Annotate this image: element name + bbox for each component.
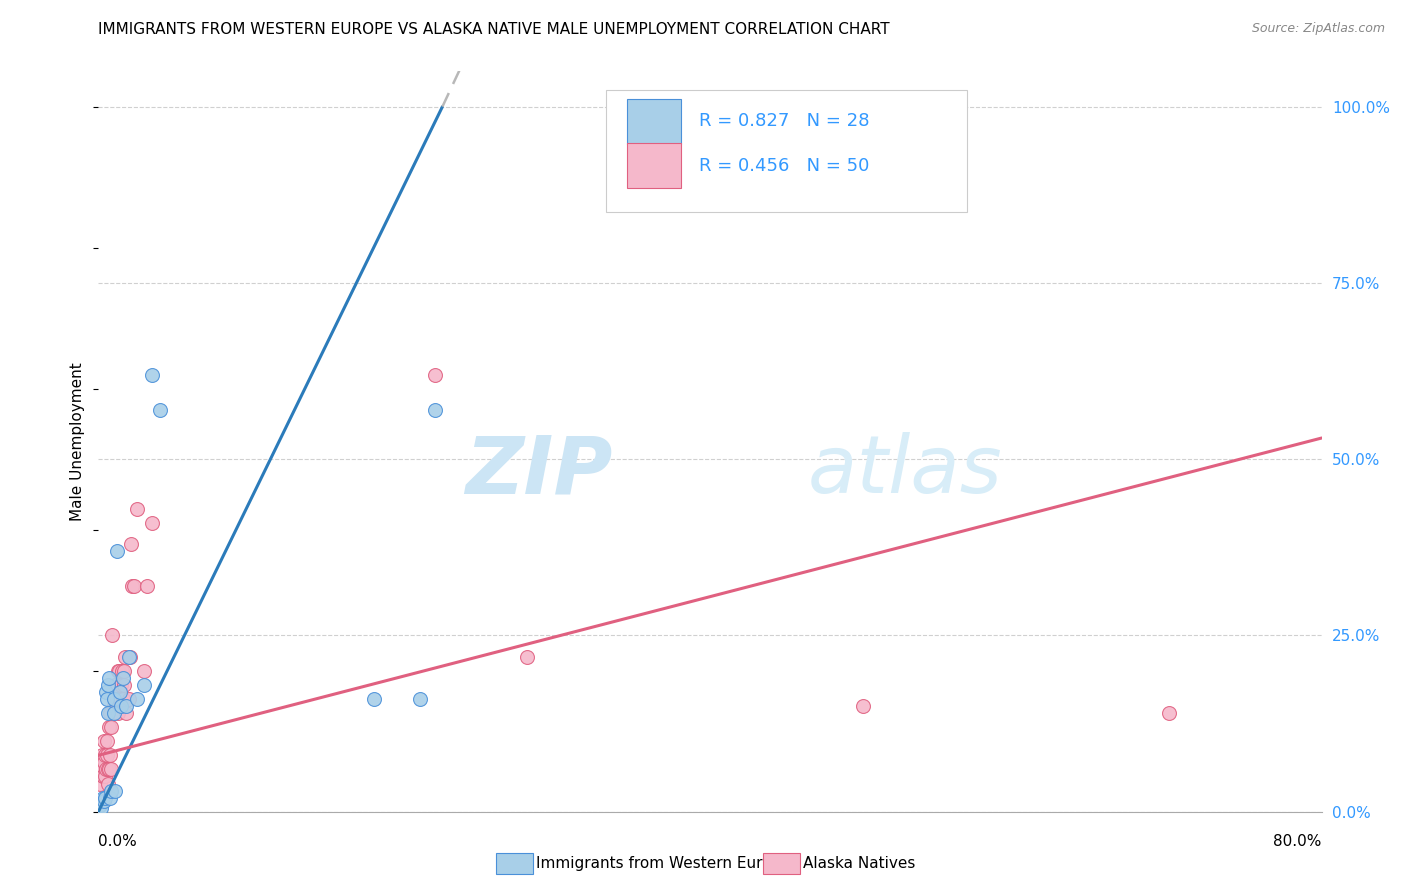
Point	[93, 769, 115, 783]
Point	[1157, 706, 1180, 720]
Point	[97, 776, 120, 790]
Point	[118, 649, 141, 664]
Point	[115, 698, 138, 713]
Point	[423, 402, 446, 417]
Point	[112, 664, 135, 678]
Point	[97, 763, 120, 777]
Point	[96, 692, 118, 706]
Point	[125, 692, 148, 706]
FancyBboxPatch shape	[627, 144, 681, 188]
Point	[122, 579, 145, 593]
Point	[120, 537, 142, 551]
Point	[91, 790, 114, 805]
Point	[111, 692, 134, 706]
Point	[852, 698, 875, 713]
Point	[96, 748, 118, 763]
Point	[134, 664, 156, 678]
Point	[94, 763, 117, 777]
Point	[141, 368, 163, 382]
Point	[125, 501, 148, 516]
Point	[90, 801, 112, 815]
Point	[100, 720, 122, 734]
Point	[89, 776, 111, 790]
Point	[108, 664, 131, 678]
Text: Alaska Natives: Alaska Natives	[803, 856, 915, 871]
Point	[98, 671, 121, 685]
Point	[98, 748, 121, 763]
Point	[136, 579, 159, 593]
Point	[98, 706, 121, 720]
FancyBboxPatch shape	[627, 99, 681, 144]
FancyBboxPatch shape	[606, 90, 967, 212]
Point	[97, 678, 120, 692]
Point	[110, 698, 132, 713]
Point	[103, 706, 125, 720]
Point	[97, 720, 120, 734]
Point	[134, 678, 156, 692]
Point	[100, 763, 122, 777]
Point	[108, 685, 131, 699]
Point	[103, 706, 125, 720]
Point	[91, 769, 114, 783]
Point	[90, 763, 112, 777]
Text: 0.0%: 0.0%	[98, 834, 138, 849]
Text: 80.0%: 80.0%	[1274, 834, 1322, 849]
Point	[363, 692, 385, 706]
Text: Immigrants from Western Europe: Immigrants from Western Europe	[536, 856, 790, 871]
Point	[111, 671, 134, 685]
Point	[110, 678, 132, 692]
Point	[149, 402, 172, 417]
Point	[408, 692, 430, 706]
Point	[516, 649, 538, 664]
Point	[96, 734, 118, 748]
Point	[141, 516, 163, 530]
Point	[105, 544, 128, 558]
Point	[91, 748, 114, 763]
Point	[93, 790, 115, 805]
Point	[107, 706, 129, 720]
Text: atlas: atlas	[808, 432, 1002, 510]
Y-axis label: Male Unemployment: Male Unemployment	[70, 362, 86, 521]
Point	[104, 678, 127, 692]
Point	[111, 664, 134, 678]
Point	[91, 769, 114, 783]
Text: Source: ZipAtlas.com: Source: ZipAtlas.com	[1251, 22, 1385, 36]
Point	[118, 649, 141, 664]
Point	[94, 685, 117, 699]
Point	[90, 763, 112, 777]
Point	[108, 692, 131, 706]
Point	[114, 649, 136, 664]
Point	[423, 368, 446, 382]
Point	[94, 748, 117, 763]
Point	[118, 692, 141, 706]
Point	[112, 678, 135, 692]
Point	[107, 664, 129, 678]
Point	[98, 790, 121, 805]
Point	[101, 628, 124, 642]
Text: R = 0.827   N = 28: R = 0.827 N = 28	[699, 112, 869, 130]
Point	[93, 794, 115, 808]
Text: IMMIGRANTS FROM WESTERN EUROPE VS ALASKA NATIVE MALE UNEMPLOYMENT CORRELATION CH: IMMIGRANTS FROM WESTERN EUROPE VS ALASKA…	[98, 22, 890, 37]
Point	[97, 706, 120, 720]
Point	[115, 706, 138, 720]
Text: R = 0.456   N = 50: R = 0.456 N = 50	[699, 157, 869, 175]
Point	[89, 797, 111, 812]
Point	[105, 692, 128, 706]
Point	[98, 763, 121, 777]
Point	[93, 734, 115, 748]
Point	[103, 692, 125, 706]
Point	[100, 783, 122, 797]
Text: ZIP: ZIP	[465, 432, 612, 510]
Point	[93, 756, 115, 770]
Point	[104, 783, 127, 797]
Point	[121, 579, 143, 593]
Point	[103, 698, 125, 713]
